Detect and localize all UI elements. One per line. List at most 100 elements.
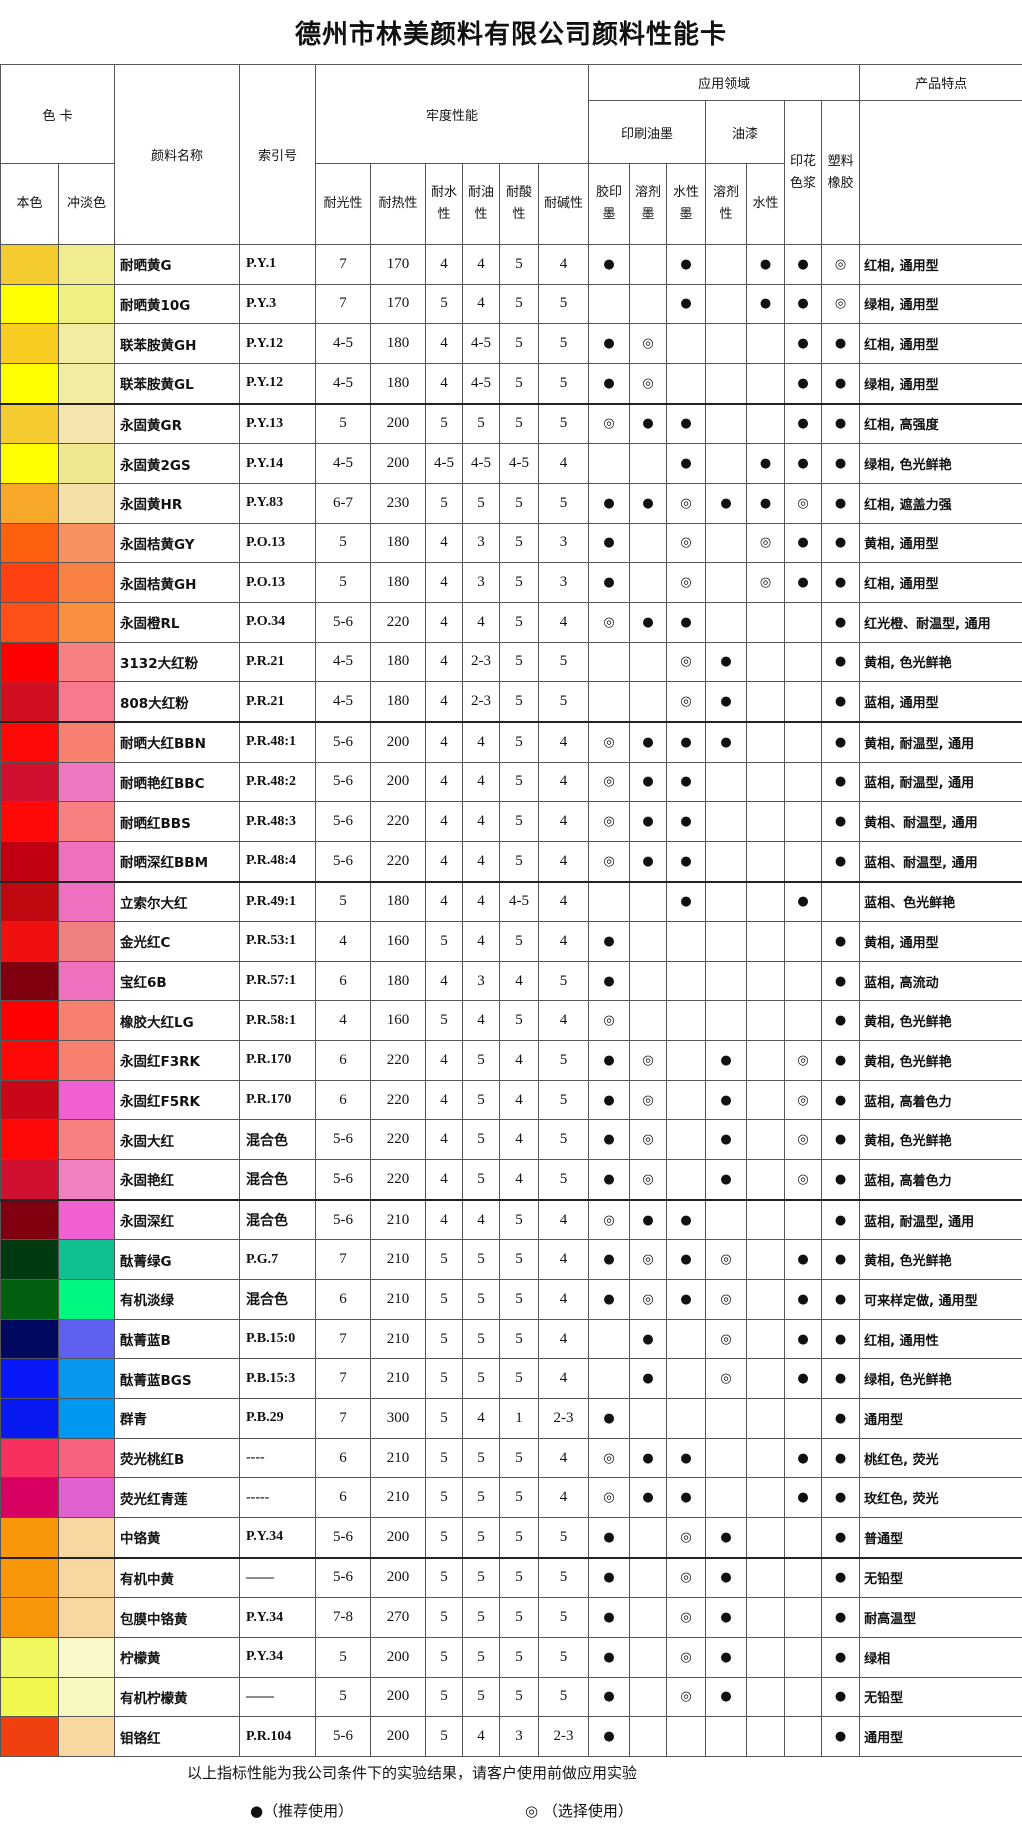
application-mark [784, 1597, 823, 1638]
application-mark [629, 1398, 668, 1439]
fastness-value: 210 [370, 1358, 427, 1400]
fastness-value: 4 [538, 244, 590, 285]
fastness-value: 4 [538, 720, 590, 763]
fastness-value: 5 [462, 1676, 501, 1718]
application-mark: ● [821, 482, 861, 524]
application-mark: ◎ [666, 1676, 707, 1718]
pigment-name: 钼铬红 [114, 1716, 241, 1757]
pigment-name: 808大红粉 [114, 681, 241, 723]
table-row: 耐晒黄10G P.Y.3 7 170 5 4 5 5 ● ● ● ◎ 绿相, 通用型 [0, 283, 1022, 325]
application-mark: ● [784, 362, 823, 405]
base-color-swatch [0, 283, 59, 325]
fastness-value: 4 [425, 840, 464, 883]
product-feature: 黄相, 耐温型, 通用 [859, 720, 1022, 763]
fastness-col-header: 耐油性 [462, 163, 501, 245]
table-row: 荧光红青莲 ----- 6 210 5 5 5 4 ◎ ● ● ● ● 玫红色, 荧光 [0, 1477, 1022, 1518]
application-mark [746, 1318, 786, 1360]
table-row: 钼铬红 P.R.104 5-6 200 5 4 3 2-3 ● ● 通用型 [0, 1716, 1022, 1757]
fastness-value: 5 [425, 1279, 464, 1320]
fastness-value: 300 [370, 1398, 427, 1439]
tint-color-swatch [57, 921, 116, 962]
fastness-value: 5 [425, 1398, 464, 1439]
application-mark [629, 880, 668, 923]
fastness-col-header: 耐酸性 [499, 163, 540, 245]
pigment-name: 金光红C [114, 921, 241, 962]
fastness-value: 4 [538, 1279, 590, 1320]
fastness-value: 4 [538, 1000, 590, 1042]
fastness-value: 220 [370, 1040, 427, 1081]
application-mark [746, 601, 786, 643]
fastness-value: 5 [425, 921, 464, 962]
fastness-value: 5 [538, 1079, 590, 1121]
table-row: 永固桔黄GY P.O.13 5 180 4 3 5 3 ● ◎ ◎ ● ● 黄相, 通用型 [0, 522, 1022, 564]
base-color-swatch [0, 562, 59, 603]
fastness-value: 5-6 [315, 720, 372, 763]
application-mark: ◎ [784, 1079, 823, 1121]
fastness-value: 2-3 [462, 641, 501, 683]
fastness-value: 3 [462, 562, 501, 603]
tint-color-swatch [57, 562, 116, 603]
fastness-value: 6 [315, 960, 372, 1002]
application-mark: ● [629, 801, 668, 842]
application-mark [705, 1198, 748, 1241]
fastness-value: 5-6 [315, 601, 372, 643]
table-row: 荧光桃红B ---- 6 210 5 5 5 4 ◎ ● ● ● ● 桃红色, 荧光 [0, 1437, 1022, 1479]
fastness-value: 200 [370, 720, 427, 763]
table-row: 永固红F3RK P.R.170 6 220 4 5 4 5 ● ◎ ● ◎ ● 黄相, 色光鲜艳 [0, 1040, 1022, 1081]
fastness-value: 5 [538, 641, 590, 683]
fastness-value: 4 [425, 880, 464, 923]
application-mark: ◎ [629, 323, 668, 364]
fastness-value: 5 [425, 283, 464, 325]
fastness-value: 7 [315, 1358, 372, 1400]
fastness-value: 4 [538, 761, 590, 803]
fastness-value: 180 [370, 362, 427, 405]
application-mark: ◎ [666, 1597, 707, 1638]
fastness-value: 4 [425, 801, 464, 842]
application-mark [629, 1676, 668, 1718]
fastness-value: 5 [425, 402, 464, 445]
application-mark [629, 244, 668, 285]
paint-col-header: 溶剂性 [705, 163, 748, 245]
tint-color-swatch [57, 1516, 116, 1559]
fastness-value: 5 [499, 840, 540, 883]
fastness-value: 4 [315, 921, 372, 962]
application-mark: ● [821, 402, 861, 445]
product-feature: 红光橙、耐温型, 通用 [859, 601, 1022, 643]
fastness-value: 5 [499, 1597, 540, 1638]
index-no: ---- [239, 1437, 317, 1479]
product-feature: 黄相、耐温型, 通用 [859, 801, 1022, 842]
fastness-value: 5 [538, 1516, 590, 1559]
application-mark: ● [784, 323, 823, 364]
base-color-swatch [0, 1636, 59, 1678]
application-mark: ◎ [666, 522, 707, 564]
index-no: P.Y.14 [239, 443, 317, 484]
pigment-name: 耐晒艳红BBC [114, 761, 241, 803]
application-mark: ◎ [784, 1159, 823, 1201]
application-mark: ● [784, 244, 823, 285]
base-color-swatch [0, 244, 59, 285]
fastness-value: 5 [499, 323, 540, 364]
product-feature: 蓝相, 耐温型, 通用 [859, 1198, 1022, 1241]
application-mark [784, 1716, 823, 1757]
fastness-value: 7 [315, 244, 372, 285]
application-mark [746, 1198, 786, 1241]
fastness-value: 4 [425, 720, 464, 763]
application-mark [705, 921, 748, 962]
fastness-value: 5 [462, 1437, 501, 1479]
application-mark: ● [784, 562, 823, 603]
tint-color-swatch [57, 1477, 116, 1518]
base-color-swatch [0, 1358, 59, 1400]
tint-color-swatch [57, 720, 116, 763]
application-mark [705, 1437, 748, 1479]
application-mark [666, 1358, 707, 1400]
fastness-value: 4-5 [499, 880, 540, 923]
application-mark [746, 1358, 786, 1400]
table-row: 酞菁蓝B P.B.15:0 7 210 5 5 5 4 ● ◎ ● ● 红相, 通用性 [0, 1318, 1022, 1360]
pigment-name: 永固桔黄GH [114, 562, 241, 603]
base-color-swatch [0, 1716, 59, 1757]
application-mark: ◎ [588, 840, 631, 883]
pigment-name: 有机柠檬黄 [114, 1676, 241, 1718]
application-mark [629, 641, 668, 683]
fastness-value: 3 [462, 522, 501, 564]
fastness-value: 5-6 [315, 801, 372, 842]
